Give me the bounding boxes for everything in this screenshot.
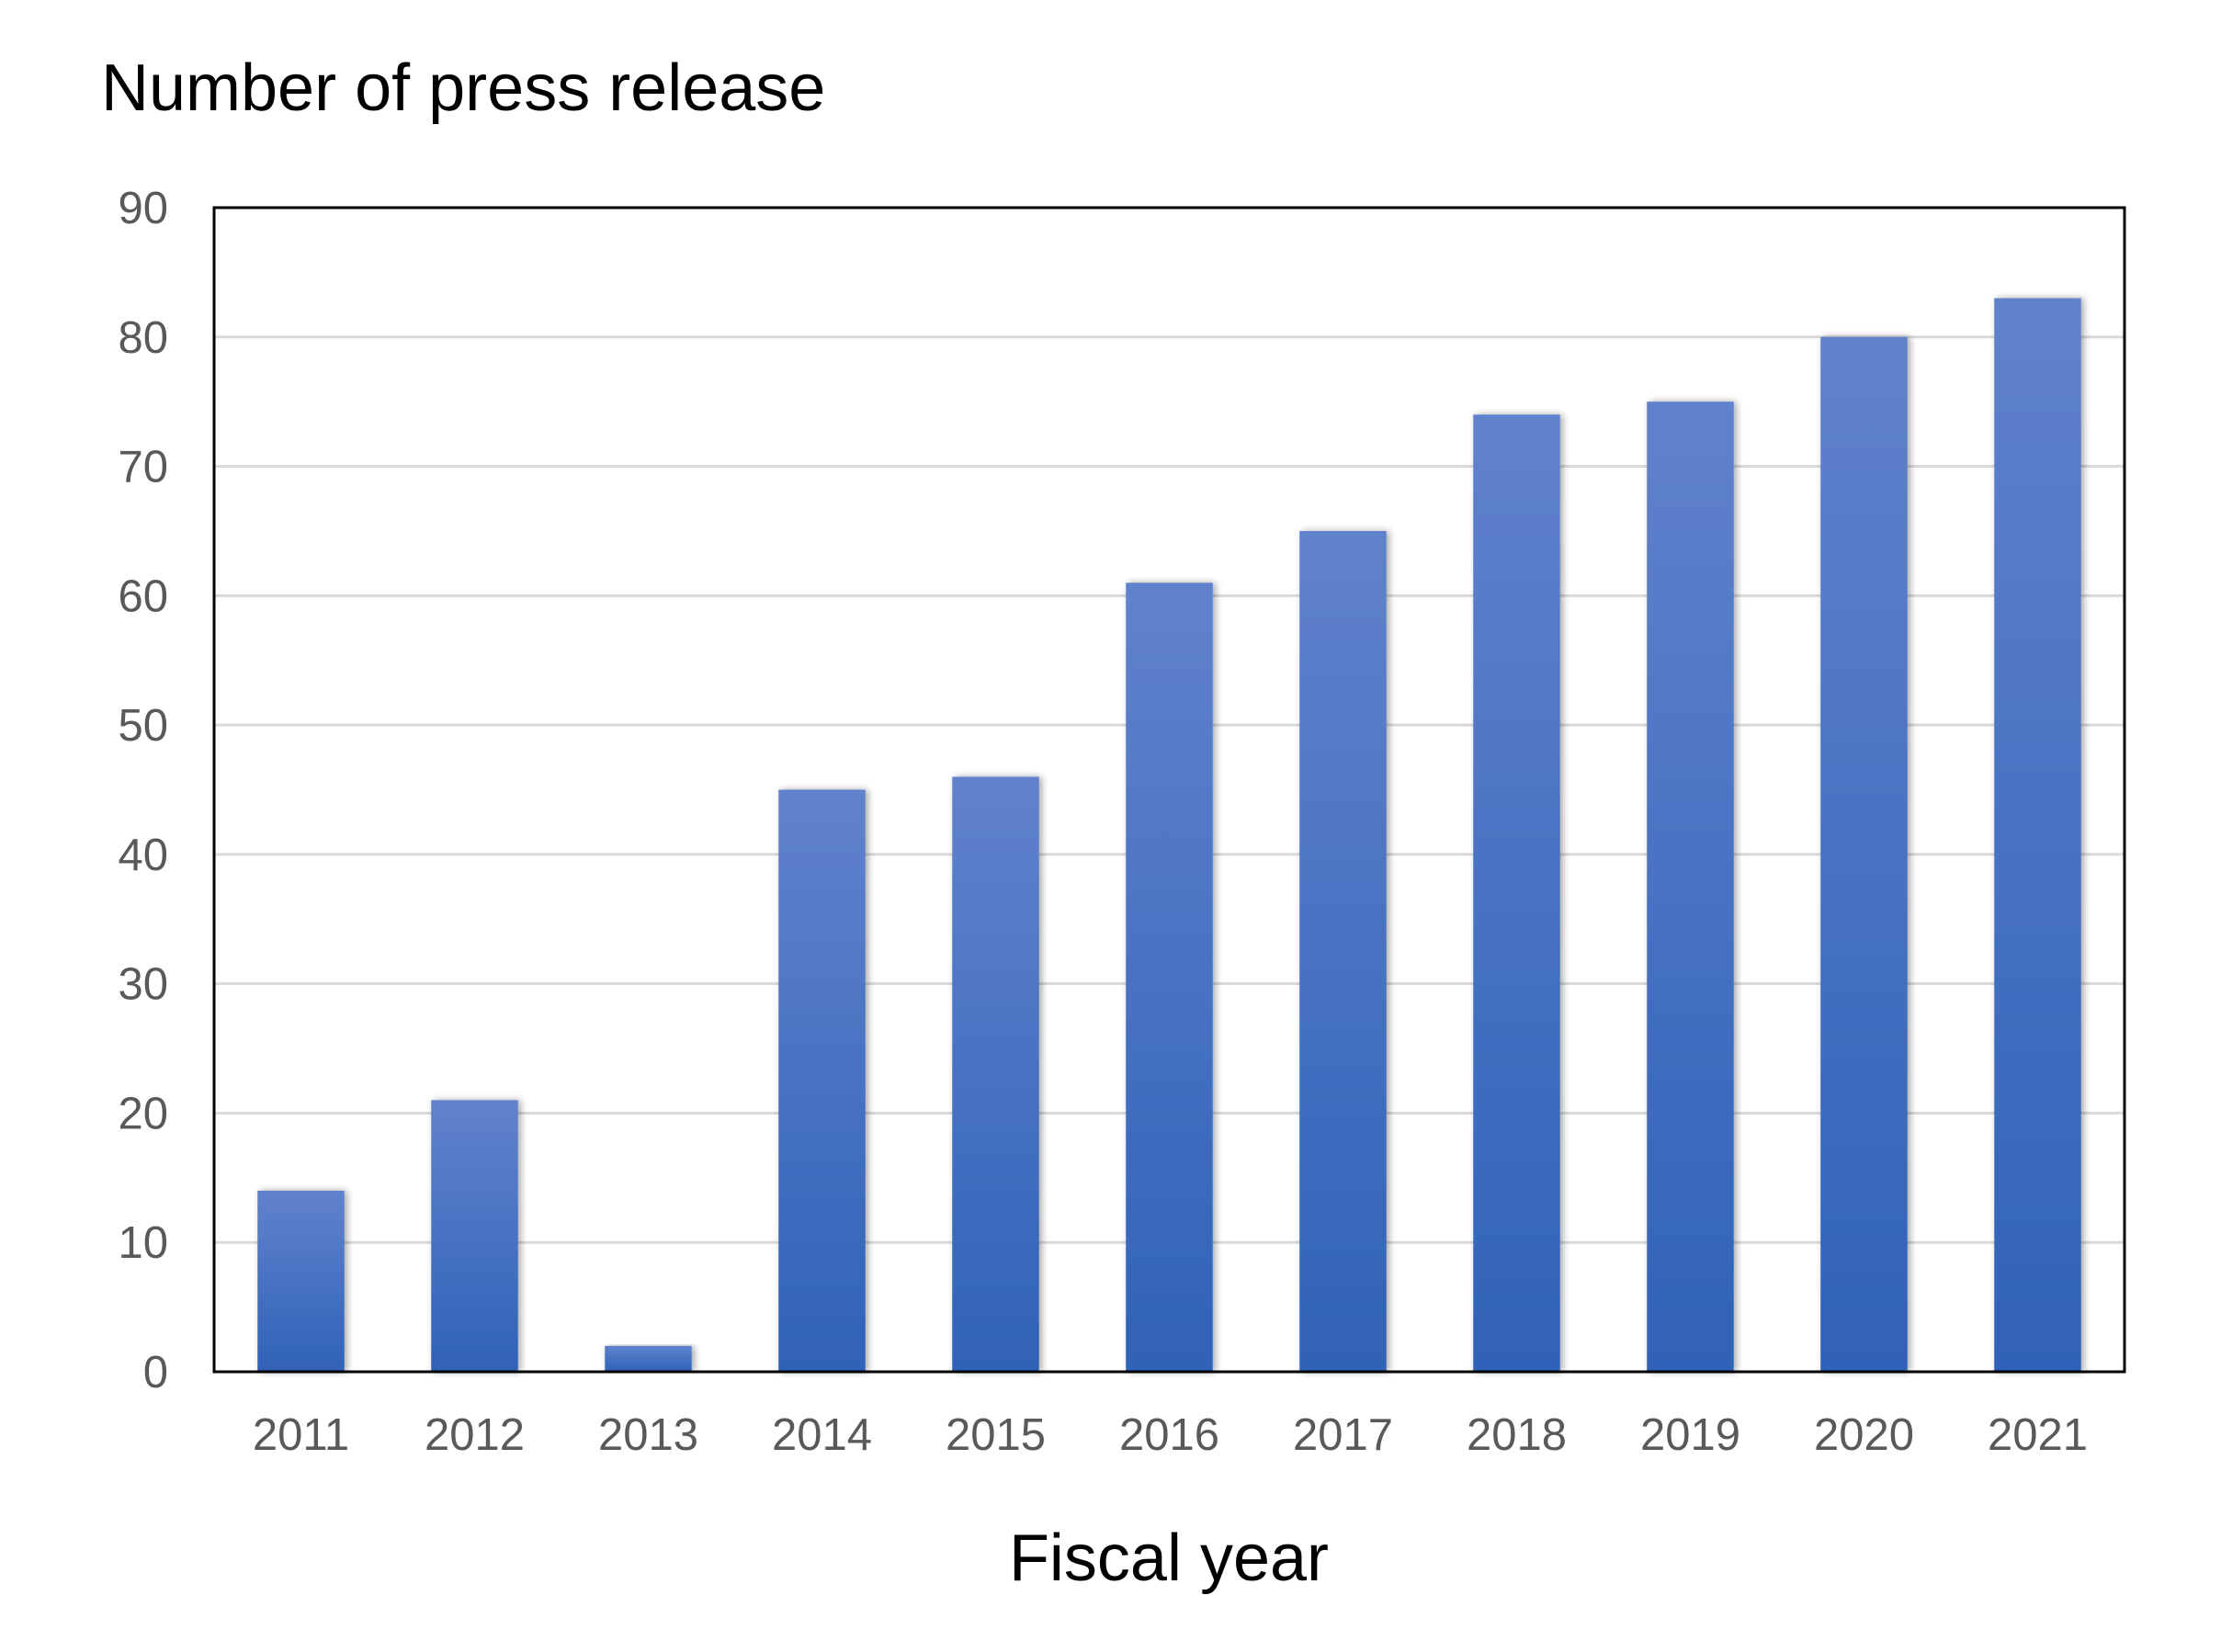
- x-tick-label: 2012: [425, 1410, 525, 1460]
- x-tick-label: 2021: [1988, 1410, 2088, 1460]
- x-tick-label: 2014: [772, 1410, 872, 1460]
- bar-2013: [605, 1345, 692, 1372]
- y-tick-label: 50: [118, 701, 168, 751]
- bar-2019: [1647, 402, 1734, 1373]
- y-tick-label: 80: [118, 313, 168, 363]
- x-tick-label: 2011: [253, 1410, 349, 1460]
- x-tick-label: 2017: [1293, 1410, 1393, 1460]
- x-tick-label: 2013: [598, 1410, 698, 1460]
- bar-2012: [431, 1100, 518, 1372]
- y-tick-label: 30: [118, 960, 168, 1010]
- y-tick-label: 90: [118, 184, 168, 233]
- x-tick-label: 2015: [946, 1410, 1046, 1460]
- x-axis-tick-labels: 2011 2012 2013 2014 2015 2016 2017 2018 2019 2020…: [253, 1410, 2088, 1460]
- y-axis-tick-labels: 0 10 20 30 40 50 60 70 80 90: [118, 184, 168, 1397]
- chart-title: Number of press release: [101, 51, 825, 125]
- bar-2016: [1126, 583, 1213, 1372]
- bar-2021: [1994, 298, 2081, 1372]
- y-tick-label: 60: [118, 571, 168, 621]
- bar-2011: [257, 1190, 345, 1372]
- x-tick-label: 2016: [1119, 1410, 1219, 1460]
- bars: [257, 298, 2081, 1373]
- plot-area-frame: [212, 206, 2126, 1374]
- y-tick-label: 10: [118, 1218, 168, 1268]
- y-tick-label: 20: [118, 1089, 168, 1138]
- y-tick-label: 0: [143, 1348, 168, 1397]
- bar-2017: [1299, 530, 1387, 1372]
- bar-2020: [1820, 336, 1908, 1372]
- x-tick-label: 2019: [1640, 1410, 1740, 1460]
- y-tick-label: 40: [118, 831, 168, 880]
- y-tick-label: 70: [118, 443, 168, 492]
- bar-2018: [1473, 414, 1560, 1373]
- x-tick-label: 2018: [1467, 1410, 1567, 1460]
- x-axis-label: Fiscal year: [1009, 1522, 1329, 1595]
- x-tick-label: 2020: [1814, 1410, 1914, 1460]
- bar-2015: [952, 776, 1039, 1372]
- bar-2014: [778, 789, 866, 1372]
